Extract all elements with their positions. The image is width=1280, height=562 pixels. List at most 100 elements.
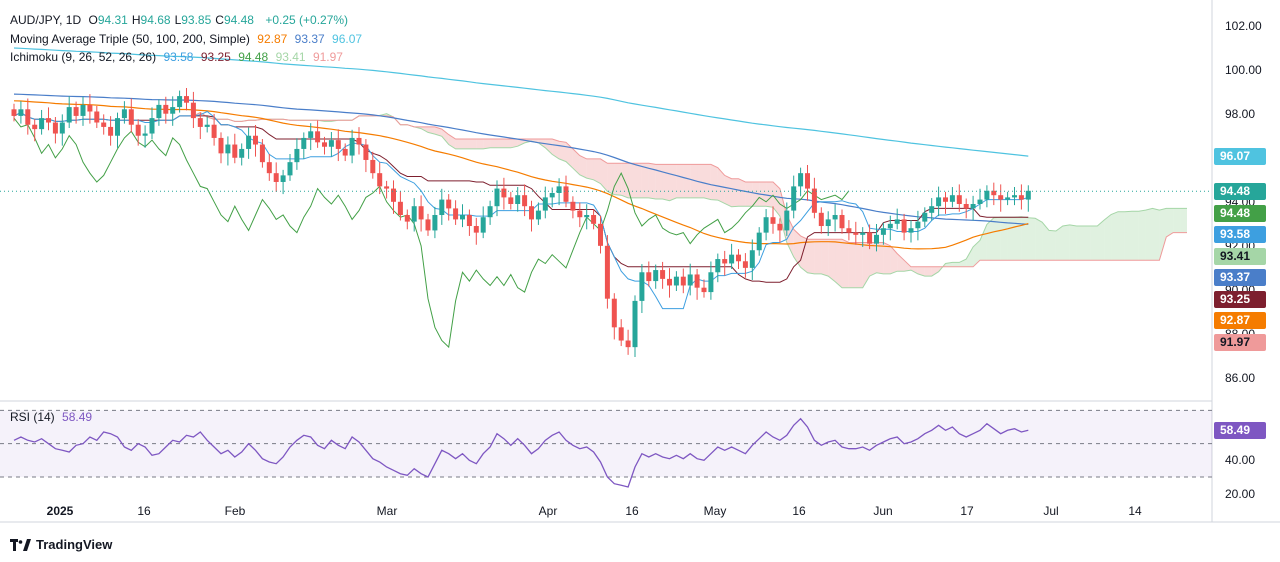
candle-body xyxy=(156,104,162,119)
cloud-segment xyxy=(862,242,870,288)
candle-body xyxy=(874,234,879,244)
legend-ma-row[interactable]: Moving Average Triple (50, 100, 200, Sim… xyxy=(10,31,366,47)
candle-body xyxy=(446,199,452,209)
candle-body xyxy=(356,137,362,145)
cloud-segment xyxy=(1090,226,1098,261)
cloud-segment xyxy=(890,245,898,274)
candle-body xyxy=(515,195,521,204)
cloud-segment xyxy=(593,158,601,184)
cloud-segment xyxy=(476,139,484,149)
cloud-segment xyxy=(462,139,470,149)
rsi-badge: 58.49 xyxy=(1214,421,1266,439)
time-tick-label: Jun xyxy=(873,504,893,518)
candle-body xyxy=(591,215,597,224)
cloud-segment xyxy=(1124,211,1132,261)
cloud-segment xyxy=(1138,210,1146,261)
cloud-segment xyxy=(704,164,711,200)
ohlc-value-l: 93.85 xyxy=(181,13,212,27)
price-badge: 93.37 xyxy=(1214,269,1266,287)
tenkan-value: 93.58 xyxy=(163,50,194,64)
candle-body xyxy=(128,109,134,125)
candle-body xyxy=(11,109,17,116)
cloud-segment xyxy=(690,164,698,198)
candle-body xyxy=(977,199,983,204)
candle-body xyxy=(342,148,348,156)
candle-body xyxy=(742,261,748,268)
cloud-segment xyxy=(793,229,801,268)
candle-body xyxy=(604,245,610,299)
cloud-segment xyxy=(828,239,836,282)
ma50-value: 92.87 xyxy=(257,32,288,46)
cloud-segment xyxy=(855,242,863,288)
candle-body xyxy=(425,219,431,231)
candle-body xyxy=(46,118,51,123)
time-tick-label: May xyxy=(703,504,727,518)
cloud-segment xyxy=(1035,218,1043,261)
cloud-segment xyxy=(586,158,594,180)
candle-body xyxy=(391,188,396,202)
cloud-segment xyxy=(510,139,518,148)
cloud-segment xyxy=(503,139,511,148)
cloud-segment xyxy=(552,139,560,159)
candle-body xyxy=(791,186,797,211)
candle-body xyxy=(363,144,369,160)
candle-body xyxy=(211,124,217,138)
cloud-segment xyxy=(1173,208,1181,233)
candle-body xyxy=(667,278,672,286)
candle-body xyxy=(149,118,155,134)
candle-body xyxy=(694,274,700,288)
tradingview-logo[interactable]: TradingView xyxy=(10,537,112,552)
candle-body xyxy=(204,124,210,127)
cloud-segment xyxy=(821,239,829,277)
cloud-segment xyxy=(731,178,739,207)
price-tick-label: 86.00 xyxy=(1225,370,1256,385)
time-tick-label: Feb xyxy=(224,504,246,518)
candle-body xyxy=(618,327,624,341)
ma200-line xyxy=(13,47,1029,157)
candle-body xyxy=(25,109,31,125)
cloud-segment xyxy=(904,260,911,272)
candles-group xyxy=(11,87,1031,358)
candle-body xyxy=(404,215,410,222)
candle-body xyxy=(867,232,873,244)
candle-body xyxy=(653,270,659,282)
candle-body xyxy=(177,96,183,108)
candle-body xyxy=(18,109,24,116)
time-tick-label: 16 xyxy=(625,504,639,518)
cloud-segment xyxy=(1118,211,1125,261)
legend-rsi-row[interactable]: RSI (14) 58.49 xyxy=(10,409,96,425)
candle-body xyxy=(508,197,514,204)
ohlc-value-h: 94.68 xyxy=(140,13,171,27)
candle-body xyxy=(494,188,500,207)
legend-ichimoku-row[interactable]: Ichimoku (9, 26, 52, 26, 26) 93.58 93.25… xyxy=(10,49,347,65)
kijun-value: 93.25 xyxy=(200,50,231,64)
cloud-segment xyxy=(1055,226,1063,261)
cloud-segment xyxy=(428,126,435,135)
price-tick-label: 98.00 xyxy=(1225,106,1256,121)
cloud-segment xyxy=(517,139,525,147)
price-badge: 91.97 xyxy=(1214,333,1266,351)
candle-body xyxy=(197,118,203,127)
candle-body xyxy=(418,206,424,220)
candle-body xyxy=(922,212,928,222)
cloud-segment xyxy=(648,163,656,200)
symbol-label: AUD/JPY, 1D xyxy=(10,13,82,27)
candle-body xyxy=(542,197,548,211)
candle-body xyxy=(784,210,790,231)
rsi-line xyxy=(13,417,1029,488)
candle-body xyxy=(1025,190,1031,200)
ohlc-value-c: 94.48 xyxy=(223,13,254,27)
candle-body xyxy=(246,135,252,149)
cloud-segment xyxy=(1097,219,1105,261)
ohlc-label-c: C xyxy=(215,13,224,27)
rsi-tick-label: 40.00 xyxy=(1225,453,1256,468)
candle-body xyxy=(549,192,555,198)
candle-body xyxy=(535,210,541,220)
candle-body xyxy=(460,215,465,220)
cloud-segment xyxy=(1111,211,1118,261)
cloud-segment xyxy=(1180,208,1187,233)
ohlc-values: O94.31 H94.68 L93.85 C94.48 xyxy=(88,13,258,27)
candle-body xyxy=(880,228,886,235)
cloud-segment xyxy=(1000,217,1008,261)
